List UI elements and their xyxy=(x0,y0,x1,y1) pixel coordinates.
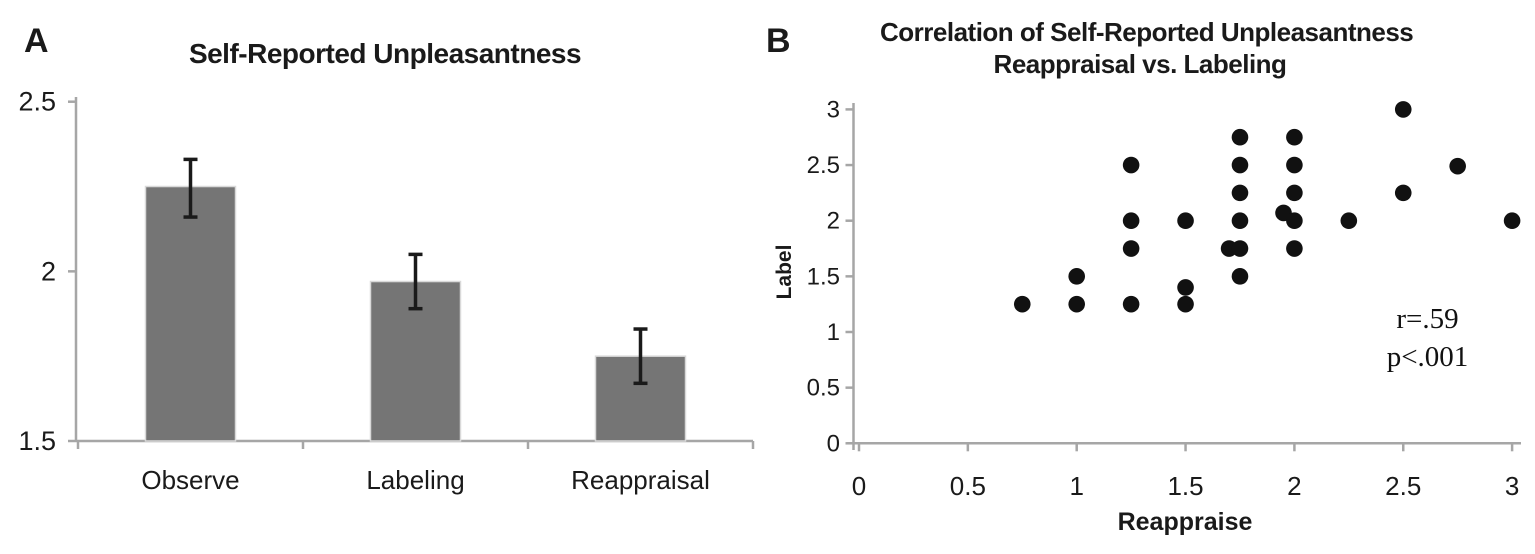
scatter-point xyxy=(1394,101,1412,118)
scatter-point xyxy=(1286,212,1303,229)
panel-b-title-line2: Reappraisal vs. Labeling xyxy=(993,49,1287,79)
panel-b-y-tick-label: 3 xyxy=(827,96,840,123)
panel-b-y-tick-label: 0 xyxy=(827,430,840,457)
scatter-point xyxy=(1177,295,1194,313)
panel-b-y-tick-label: 2.5 xyxy=(807,152,840,179)
p-value-text: p<.001 xyxy=(1386,341,1469,373)
scatter-point xyxy=(1068,295,1085,313)
panel-b-title-line1: Correlation of Self-Reported Unpleasantn… xyxy=(880,17,1414,47)
panel-a-title: Self-Reported Unpleasantness xyxy=(188,38,582,69)
panel-b-letter: B xyxy=(766,22,791,60)
panel-a-y-tick-label: 1.5 xyxy=(18,426,56,456)
scatter-point xyxy=(1286,156,1303,174)
panel-b-y-tick-label: 0.5 xyxy=(807,375,840,402)
scatter-point xyxy=(1177,279,1194,296)
panel-b-x-tick-label: 1.5 xyxy=(1167,471,1203,501)
panel-b-x-tick-label: 0.5 xyxy=(950,471,986,501)
panel-a-y-tick-label: 2 xyxy=(41,256,56,286)
scatter-point xyxy=(1122,240,1140,257)
panel-b-x-tick-label: 1 xyxy=(1069,471,1083,501)
scatter-point xyxy=(1286,128,1303,146)
scatter-point xyxy=(1394,184,1412,202)
scatter-point xyxy=(1122,295,1140,313)
panel-b-y-tick-label: 2 xyxy=(827,208,840,235)
panel-b-title: Correlation of Self-Reported Unpleasantn… xyxy=(880,16,1414,80)
scatter-point xyxy=(1177,212,1194,229)
panel-a-category-label: Observe xyxy=(141,465,239,495)
panel-b-y-tick-label: 1 xyxy=(827,319,840,346)
panel-a-category-label: Labeling xyxy=(366,465,464,495)
panel-b-x-tick-label: 2.5 xyxy=(1385,471,1421,501)
scatter-point xyxy=(1231,128,1249,146)
scatter-point xyxy=(1068,268,1085,285)
scatter-point xyxy=(1231,184,1249,202)
panel-a-letter: A xyxy=(24,22,49,60)
panel-b-x-tick-label: 3 xyxy=(1505,471,1519,501)
panel-a-y-tick-label: 2.5 xyxy=(18,87,56,117)
scatter-point xyxy=(1340,212,1358,229)
scatter-point xyxy=(1231,268,1249,285)
scatter-point xyxy=(1286,240,1303,257)
scatter-point xyxy=(1122,212,1140,229)
scatter-point xyxy=(1122,156,1140,174)
scatter-point xyxy=(1503,212,1521,229)
panel-b-x-tick-label: 0 xyxy=(852,471,866,501)
bar-observe xyxy=(144,185,237,442)
panel-b-y-axis-title: Label xyxy=(773,244,796,300)
r-value-text: r=.59 xyxy=(1396,303,1459,335)
panel-b-x-axis-title: Reappraise xyxy=(1117,508,1253,536)
correlation-annotation: r=.59 p<.001 xyxy=(1330,300,1525,376)
panel-b-x-tick-label: 2 xyxy=(1287,471,1301,501)
panel-b-y-tick-label: 1.5 xyxy=(807,263,840,290)
scatter-point xyxy=(1286,184,1303,202)
scatter-point xyxy=(1013,295,1031,313)
scatter-point xyxy=(1449,157,1466,175)
scatter-point xyxy=(1231,240,1249,257)
scatter-point xyxy=(1231,212,1249,229)
panel-a-category-label: Reappraisal xyxy=(571,465,710,495)
scatter-point xyxy=(1231,156,1249,174)
